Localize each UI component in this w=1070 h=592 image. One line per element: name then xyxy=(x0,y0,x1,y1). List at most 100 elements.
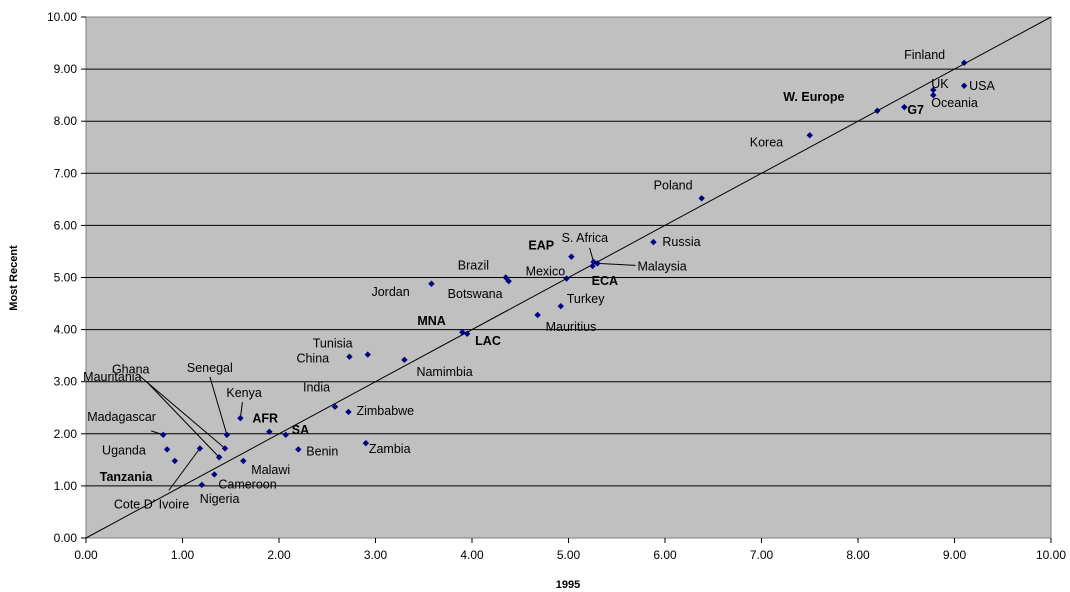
y-tick-label: 2.00 xyxy=(54,427,78,441)
data-point xyxy=(589,262,596,270)
x-tick-label: 8.00 xyxy=(846,548,870,562)
data-point xyxy=(806,132,813,139)
x-tick-label: 4.00 xyxy=(460,548,484,562)
point-label: Tunisia xyxy=(313,337,353,351)
data-point xyxy=(211,471,218,478)
point-label: Brazil xyxy=(458,259,489,273)
data-point xyxy=(362,439,370,447)
x-tick-label: 1.00 xyxy=(171,548,195,562)
point-label: India xyxy=(303,381,330,395)
y-tick-label: 4.00 xyxy=(54,323,78,337)
point-label: Malaysia xyxy=(637,259,686,273)
x-tick-label: 10.00 xyxy=(1036,548,1066,562)
x-tick-label: 9.00 xyxy=(943,548,967,562)
point-label: Mauritania xyxy=(83,370,141,384)
y-axis-title: Most Recent xyxy=(8,245,20,311)
point-label: EAP xyxy=(528,239,554,253)
point-label: Kenya xyxy=(226,386,261,400)
point-label: Uganda xyxy=(102,443,146,457)
y-tick-label: 5.00 xyxy=(54,271,78,285)
data-point xyxy=(901,103,908,111)
point-label: Turkey xyxy=(567,292,605,306)
point-label: AFR xyxy=(252,412,278,426)
y-axis-ticks: 0.00 1.00 2.00 3.00 4.00 5.00 6.00 7.00 8.00 9.00… xyxy=(47,10,86,545)
x-tick-label: 0.00 xyxy=(74,548,98,562)
point-label: G7 xyxy=(907,103,924,117)
point-label: S. Africa xyxy=(562,231,609,245)
data-point xyxy=(563,275,570,282)
point-label: MNA xyxy=(417,314,445,328)
data-point xyxy=(502,274,509,281)
point-label: Benin xyxy=(306,444,338,458)
data-point xyxy=(534,311,541,319)
data-points xyxy=(160,59,968,489)
point-label: Madagascar xyxy=(87,410,156,424)
y-tick-label: 8.00 xyxy=(54,114,78,128)
y-tick-label: 9.00 xyxy=(54,62,78,76)
x-tick-label: 3.00 xyxy=(364,548,388,562)
data-point xyxy=(505,277,512,285)
y-tick-label: 10.00 xyxy=(47,10,77,24)
point-label: Botswana xyxy=(448,287,503,301)
point-label: China xyxy=(296,352,329,366)
y-tick-label: 7.00 xyxy=(54,166,78,180)
data-point xyxy=(698,195,705,202)
point-label: Korea xyxy=(750,135,783,149)
data-point xyxy=(568,253,575,260)
data-point xyxy=(331,403,339,410)
data-point xyxy=(295,446,302,453)
y-tick-label: 1.00 xyxy=(54,479,78,493)
point-label: Senegal xyxy=(187,361,233,375)
data-point xyxy=(650,238,657,246)
point-label: Oceania xyxy=(931,96,978,110)
x-axis-title: 1995 xyxy=(556,579,580,591)
data-point xyxy=(266,428,273,435)
data-point xyxy=(930,86,937,94)
data-point xyxy=(401,356,408,364)
x-tick-label: 5.00 xyxy=(557,548,581,562)
leader-line xyxy=(138,375,226,449)
data-point xyxy=(160,431,167,439)
data-point xyxy=(459,329,466,336)
data-point xyxy=(594,260,601,267)
point-label: USA xyxy=(969,79,995,93)
x-tick-label: 7.00 xyxy=(750,548,774,562)
point-label: Finland xyxy=(904,48,945,62)
point-label: Mexico xyxy=(526,265,566,279)
point-label: Russia xyxy=(662,235,700,249)
data-point xyxy=(196,445,204,452)
point-label: UK xyxy=(931,77,949,91)
data-point xyxy=(930,91,937,99)
y-tick-label: 3.00 xyxy=(54,375,78,389)
point-label: Ghana xyxy=(112,362,150,376)
data-point xyxy=(171,457,178,465)
point-label: LAC xyxy=(475,334,501,348)
point-label: Malawi xyxy=(251,463,290,477)
point-label: Mauritius xyxy=(546,320,597,334)
gridlines xyxy=(86,68,1051,487)
point-label: Cameroon xyxy=(218,477,276,491)
data-point xyxy=(282,431,289,439)
point-label: ECA xyxy=(592,274,618,288)
data-point xyxy=(463,330,471,337)
x-tick-label: 6.00 xyxy=(653,548,677,562)
data-point xyxy=(960,82,968,89)
data-point xyxy=(364,351,371,358)
leader-line xyxy=(597,262,636,266)
point-label: Poland xyxy=(654,178,693,192)
data-point xyxy=(557,302,564,310)
point-label: W. Europe xyxy=(783,90,844,104)
point-label: Zimbabwe xyxy=(356,404,414,418)
data-point xyxy=(345,408,352,416)
data-point xyxy=(960,59,968,67)
data-point xyxy=(163,446,171,453)
leader-line xyxy=(146,381,220,458)
data-point xyxy=(346,353,353,360)
data-point xyxy=(215,454,223,461)
data-point xyxy=(874,107,881,114)
leader-line xyxy=(168,448,201,491)
data-point xyxy=(237,414,244,422)
data-point xyxy=(223,431,231,439)
leader-line xyxy=(209,376,228,435)
